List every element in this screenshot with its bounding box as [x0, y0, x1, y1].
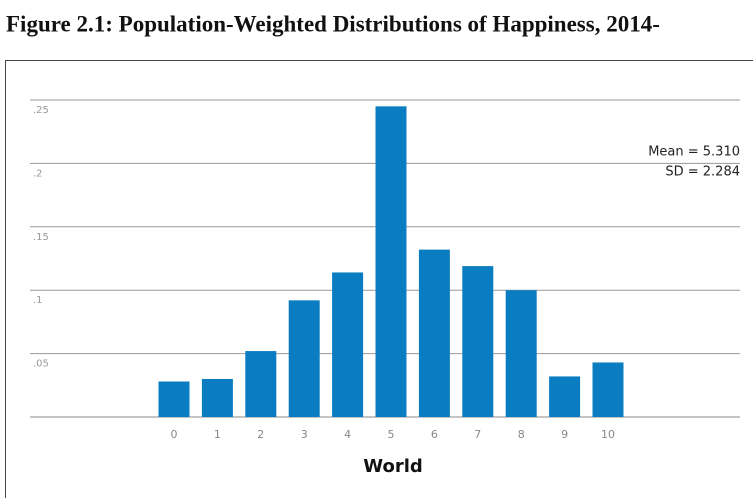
annotation: Mean = 5.310 — [648, 145, 740, 160]
bar — [158, 381, 190, 417]
y-tick-label: .05 — [33, 359, 49, 370]
chart-title: Figure 2.1: Population-Weighted Distribu… — [6, 11, 660, 36]
x-tick-label: 1 — [214, 428, 221, 441]
x-tick-label: 8 — [518, 428, 525, 441]
bar — [549, 376, 581, 417]
bar — [375, 106, 407, 417]
bar — [462, 266, 494, 417]
bar — [201, 378, 233, 417]
bar — [592, 362, 624, 417]
y-tick-label: .25 — [33, 105, 49, 116]
annotation: SD = 2.284 — [665, 165, 740, 180]
x-tick-label: 9 — [561, 428, 568, 441]
x-tick-label: 6 — [431, 428, 438, 441]
bar — [332, 272, 364, 417]
x-axis-label: World — [363, 456, 423, 477]
x-tick-label: 3 — [301, 428, 308, 441]
bar — [505, 290, 537, 417]
x-tick-label: 7 — [474, 428, 481, 441]
y-tick-label: .1 — [33, 295, 43, 306]
x-tick-label: 2 — [257, 428, 264, 441]
frame — [5, 60, 753, 498]
x-tick-label: 4 — [344, 428, 351, 441]
y-tick-label: .15 — [33, 232, 49, 243]
bar — [288, 300, 320, 417]
bar — [418, 249, 450, 417]
bar — [245, 351, 277, 417]
y-tick-label: .2 — [33, 168, 43, 179]
x-tick-label: 10 — [601, 428, 615, 441]
x-tick-label: 0 — [171, 428, 178, 441]
x-tick-label: 5 — [388, 428, 395, 441]
